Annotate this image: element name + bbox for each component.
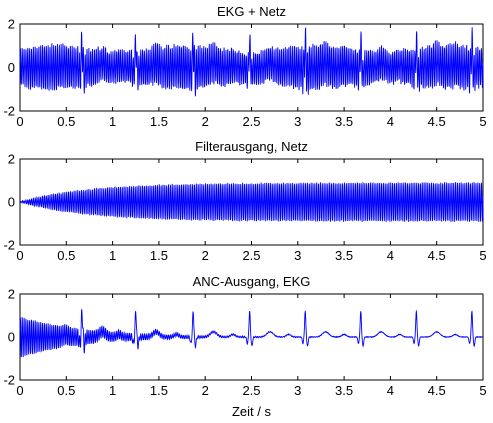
subplot-3-ytick-labels: -2 0 2 bbox=[3, 287, 15, 388]
x-tick-label: 0 bbox=[16, 383, 23, 398]
x-tick-label: 0.5 bbox=[57, 114, 75, 129]
x-tick-label: 4.5 bbox=[428, 248, 446, 263]
x-tick-label: 4 bbox=[387, 383, 394, 398]
x-tick-label: 3 bbox=[294, 248, 301, 263]
x-tick-label: 3.5 bbox=[335, 383, 353, 398]
x-tick-label: 5 bbox=[479, 248, 486, 263]
subplot-3-title: ANC-Ausgang, EKG bbox=[193, 274, 311, 289]
y-tick-label: 2 bbox=[8, 287, 15, 302]
x-tick-label: 2 bbox=[202, 248, 209, 263]
y-tick-label: 0 bbox=[8, 195, 15, 210]
x-tick-label: 3.5 bbox=[335, 248, 353, 263]
x-tick-label: 1 bbox=[109, 383, 116, 398]
x-tick-label: 1.5 bbox=[150, 248, 168, 263]
x-tick-label: 3 bbox=[294, 114, 301, 129]
x-tick-label: 0 bbox=[16, 114, 23, 129]
x-tick-label: 4 bbox=[387, 114, 394, 129]
x-tick-label: 0 bbox=[16, 248, 23, 263]
x-tick-label: 1 bbox=[109, 114, 116, 129]
x-tick-label: 4.5 bbox=[428, 114, 446, 129]
x-tick-label: 3.5 bbox=[335, 114, 353, 129]
y-tick-label: -2 bbox=[3, 373, 15, 388]
subplot-2-ytick-labels: -2 0 2 bbox=[3, 152, 15, 253]
x-tick-label: 1.5 bbox=[150, 383, 168, 398]
x-tick-label: 0.5 bbox=[57, 383, 75, 398]
x-tick-label: 4.5 bbox=[428, 383, 446, 398]
y-tick-label: -2 bbox=[3, 238, 15, 253]
x-tick-label: 2.5 bbox=[242, 114, 260, 129]
x-tick-label: 3 bbox=[294, 383, 301, 398]
subplot-1-series-line bbox=[19, 27, 484, 97]
subplot-2-xtick-labels: 0 0.5 1 1.5 2 2.5 3 3.5 4 4.5 5 bbox=[16, 248, 486, 263]
subplot-1-xticks bbox=[19, 24, 484, 111]
y-tick-label: 0 bbox=[8, 330, 15, 345]
y-tick-label: -2 bbox=[3, 104, 15, 119]
subplot-2-series-line bbox=[19, 181, 484, 223]
x-tick-label: 2.5 bbox=[242, 383, 260, 398]
subplot-1-xtick-labels: 0 0.5 1 1.5 2 2.5 3 3.5 4 4.5 5 bbox=[16, 114, 486, 129]
x-axis-label: Zeit / s bbox=[232, 404, 272, 419]
subplot-3: ANC-Ausgang, EKG 0 0.5 1 1.5 2 2.5 3 3.5 4 4.5 5 -… bbox=[3, 274, 486, 398]
y-tick-label: 2 bbox=[8, 152, 15, 167]
subplot-3-xtick-labels: 0 0.5 1 1.5 2 2.5 3 3.5 4 4.5 5 bbox=[16, 383, 486, 398]
x-tick-label: 4 bbox=[387, 248, 394, 263]
subplot-2: Filterausgang, Netz 0 0.5 1 1.5 2 2.5 3 3.5 4 4.5… bbox=[3, 139, 486, 263]
subplot-2-xticks bbox=[19, 159, 484, 245]
subplot-1-ytick-labels: -2 0 2 bbox=[3, 17, 15, 119]
subplot-3-xticks bbox=[19, 294, 484, 380]
x-tick-label: 5 bbox=[479, 114, 486, 129]
y-tick-label: 0 bbox=[8, 60, 15, 75]
subplot-2-title: Filterausgang, Netz bbox=[195, 139, 308, 154]
subplot-1: EKG + Netz 0 0.5 1 1.5 2 2.5 3 3.5 4 4.5 5 -202 bbox=[3, 4, 486, 129]
x-tick-label: 2 bbox=[202, 383, 209, 398]
x-tick-label: 0.5 bbox=[57, 248, 75, 263]
y-tick-label: 2 bbox=[8, 17, 15, 32]
subplot-1-title: EKG + Netz bbox=[217, 4, 286, 19]
subplot-3-series-line bbox=[19, 309, 484, 358]
x-tick-label: 1 bbox=[109, 248, 116, 263]
x-tick-label: 2.5 bbox=[242, 248, 260, 263]
x-tick-label: 1.5 bbox=[150, 114, 168, 129]
x-tick-label: 5 bbox=[479, 383, 486, 398]
x-tick-label: 2 bbox=[202, 114, 209, 129]
